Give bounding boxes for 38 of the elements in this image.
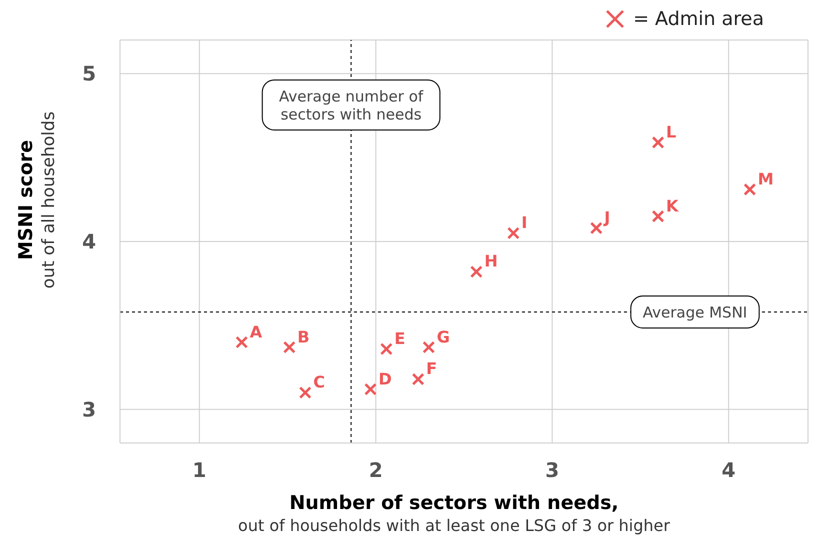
point <box>235 336 248 348</box>
point <box>364 383 377 396</box>
annotation: F <box>426 359 438 378</box>
annotation: J <box>603 208 610 228</box>
point <box>283 341 296 354</box>
y-axis-title: MSNI score out of all households <box>15 111 59 289</box>
point <box>744 183 756 196</box>
annotation: I <box>521 213 528 232</box>
annotation: B <box>297 327 310 346</box>
ref-line-label: Average MSNI <box>642 303 748 322</box>
point <box>380 342 393 356</box>
x-tick-label: 2 <box>368 458 383 482</box>
annotation: C <box>313 372 325 392</box>
annotation: M <box>758 169 774 188</box>
annotation: A <box>250 322 263 342</box>
annotation: H <box>484 252 498 271</box>
point <box>652 210 664 223</box>
point <box>507 226 520 240</box>
x-tick-label: 3 <box>545 458 560 482</box>
y-tick-label: 5 <box>82 62 96 86</box>
point <box>590 222 603 234</box>
annotation: E <box>394 328 406 348</box>
x-tick-label: 4 <box>722 458 736 482</box>
annotation: G <box>436 327 450 346</box>
point <box>412 372 424 386</box>
annotation: K <box>666 196 680 216</box>
point <box>422 341 435 354</box>
annotation: D <box>378 369 392 388</box>
point <box>652 136 664 149</box>
x-tick-label: 1 <box>192 458 206 482</box>
x-axis-title: Number of sectors with needs, out of households with at least one LSG of 3 or higher <box>238 492 670 535</box>
point <box>298 386 312 399</box>
point <box>470 265 483 278</box>
y-tick-label: 4 <box>82 230 96 254</box>
y-tick-label: 3 <box>82 398 96 422</box>
ref-line-label: Average number of sectors with needs <box>279 87 424 124</box>
legend-label: = Admin area <box>633 8 764 30</box>
annotation: L <box>666 122 676 142</box>
